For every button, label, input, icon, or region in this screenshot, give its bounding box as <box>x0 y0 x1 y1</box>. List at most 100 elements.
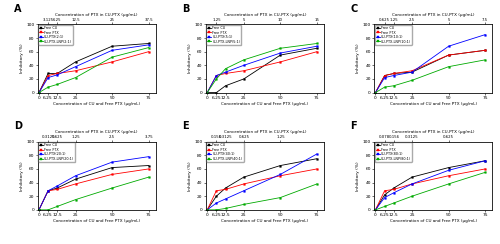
Text: D: D <box>14 121 22 131</box>
CU-PTX-LNP(80:1) <box>482 171 488 174</box>
X-axis label: Concentration of PTX in CU-PTX (μg/mL): Concentration of PTX in CU-PTX (μg/mL) <box>224 130 306 134</box>
Text: F: F <box>350 121 357 131</box>
CU-PTX(20:1) <box>54 184 60 187</box>
Free CU <box>214 195 220 198</box>
Free PTX <box>391 72 397 75</box>
Free PTX <box>409 183 415 185</box>
Free CU <box>36 91 42 94</box>
CU-PTX-LNP(10:1) <box>372 91 378 94</box>
CU-PTX(10:1) <box>482 33 488 36</box>
CU-PTX(2:1) <box>45 76 51 79</box>
X-axis label: Concentration of CU and Free PTX (μg/mL): Concentration of CU and Free PTX (μg/mL) <box>222 102 308 106</box>
X-axis label: Concentration of CU and Free PTX (μg/mL): Concentration of CU and Free PTX (μg/mL) <box>390 102 477 106</box>
Text: E: E <box>182 121 188 131</box>
Free PTX <box>54 188 60 191</box>
CU-PTX-LNP(80:1) <box>382 205 388 208</box>
X-axis label: Concentration of PTX in CU-PTX (μg/mL): Concentration of PTX in CU-PTX (μg/mL) <box>224 12 306 17</box>
CU-PTX(10:1) <box>372 91 378 94</box>
CU-PTX-LNP(2:1) <box>72 76 78 79</box>
Line: CU-PTX(2:1): CU-PTX(2:1) <box>38 44 150 93</box>
Legend: Free CU, Free PTX, CU-PTX(10:1), CU-PTX-LNP(10:1): Free CU, Free PTX, CU-PTX(10:1), CU-PTX-… <box>374 25 412 45</box>
CU-PTX(40:1) <box>204 208 210 211</box>
CU-PTX-LNP(10:1) <box>409 79 415 82</box>
Line: CU-PTX-LNP(10:1): CU-PTX-LNP(10:1) <box>374 59 486 93</box>
Legend: Free CU, Free PTX, CU-PTX(80:1), CU-PTX-LNP(80:1): Free CU, Free PTX, CU-PTX(80:1), CU-PTX-… <box>374 142 412 162</box>
Free PTX <box>222 188 228 191</box>
Text: C: C <box>350 4 358 14</box>
CU-PTX(80:1) <box>446 169 452 172</box>
CU-PTX-LNP(20:1) <box>54 205 60 208</box>
Line: Free CU: Free CU <box>206 47 318 93</box>
Line: CU-PTX-LNP(5:1): CU-PTX-LNP(5:1) <box>206 43 318 93</box>
Free CU <box>278 54 283 57</box>
Free PTX <box>372 91 378 94</box>
Free CU <box>314 47 320 50</box>
X-axis label: Concentration of PTX in CU-PTX (μg/mL): Concentration of PTX in CU-PTX (μg/mL) <box>392 130 474 134</box>
Free PTX <box>278 174 283 177</box>
CU-PTX-LNP(10:1) <box>382 86 388 89</box>
Text: A: A <box>14 4 22 14</box>
Line: CU-PTX(5:1): CU-PTX(5:1) <box>206 45 318 93</box>
Free CU <box>214 91 220 94</box>
CU-PTX(20:1) <box>36 208 42 211</box>
Line: Free PTX: Free PTX <box>374 50 486 93</box>
Free CU <box>45 189 51 192</box>
Free CU <box>54 187 60 190</box>
CU-PTX(5:1) <box>214 74 220 77</box>
Free CU <box>72 178 78 181</box>
CU-PTX-LNP(2:1) <box>45 86 51 89</box>
CU-PTX-LNP(20:1) <box>109 187 115 190</box>
Line: Free PTX: Free PTX <box>374 168 486 211</box>
CU-PTX(10:1) <box>382 76 388 79</box>
Line: Free CU: Free CU <box>38 43 150 93</box>
Line: CU-PTX(40:1): CU-PTX(40:1) <box>206 153 318 211</box>
CU-PTX(2:1) <box>54 73 60 76</box>
CU-PTX(2:1) <box>36 91 42 94</box>
Line: CU-PTX(20:1): CU-PTX(20:1) <box>38 156 150 211</box>
Free PTX <box>446 174 452 177</box>
Free CU <box>446 166 452 169</box>
Line: CU-PTX-LNP(2:1): CU-PTX-LNP(2:1) <box>38 47 150 93</box>
Free PTX <box>109 61 115 63</box>
Free PTX <box>482 49 488 52</box>
Free CU <box>391 187 397 190</box>
CU-PTX(10:1) <box>446 45 452 48</box>
Free CU <box>204 208 210 211</box>
Text: B: B <box>182 4 190 14</box>
Free CU <box>222 187 228 190</box>
Free CU <box>372 208 378 211</box>
Y-axis label: Inhibitory (%): Inhibitory (%) <box>188 161 192 191</box>
X-axis label: Concentration of PTX in CU-PTX (μg/mL): Concentration of PTX in CU-PTX (μg/mL) <box>56 12 138 17</box>
CU-PTX(80:1) <box>372 208 378 211</box>
Line: CU-PTX-LNP(20:1): CU-PTX-LNP(20:1) <box>38 176 150 211</box>
Free CU <box>36 208 42 211</box>
Free CU <box>222 84 228 87</box>
CU-PTX-LNP(2:1) <box>36 91 42 94</box>
Line: Free PTX: Free PTX <box>38 168 150 211</box>
CU-PTX(5:1) <box>278 51 283 54</box>
CU-PTX(40:1) <box>214 202 220 204</box>
CU-PTX(2:1) <box>72 65 78 68</box>
X-axis label: Concentration of PTX in CU-PTX (μg/mL): Concentration of PTX in CU-PTX (μg/mL) <box>392 12 474 17</box>
CU-PTX(40:1) <box>314 152 320 155</box>
CU-PTX-LNP(80:1) <box>446 183 452 185</box>
Free PTX <box>204 91 210 94</box>
CU-PTX-LNP(5:1) <box>214 78 220 81</box>
CU-PTX-LNP(20:1) <box>45 208 51 211</box>
Free CU <box>109 45 115 48</box>
CU-PTX(5:1) <box>204 91 210 94</box>
CU-PTX-LNP(10:1) <box>482 58 488 61</box>
CU-PTX(20:1) <box>146 155 152 158</box>
Free PTX <box>45 189 51 192</box>
Free CU <box>482 49 488 52</box>
Free CU <box>391 72 397 75</box>
Free PTX <box>146 167 152 170</box>
CU-PTX-LNP(40:1) <box>222 207 228 210</box>
CU-PTX-LNP(40:1) <box>214 208 220 211</box>
Y-axis label: Inhibitory (%): Inhibitory (%) <box>356 161 360 191</box>
Legend: Free CU, Free PTX, CU-PTX(40:1), CU-PTX-LNP(40:1): Free CU, Free PTX, CU-PTX(40:1), CU-PTX-… <box>206 142 244 162</box>
Free CU <box>146 42 152 45</box>
Free CU <box>204 91 210 94</box>
CU-PTX(80:1) <box>482 159 488 162</box>
Free PTX <box>72 183 78 185</box>
